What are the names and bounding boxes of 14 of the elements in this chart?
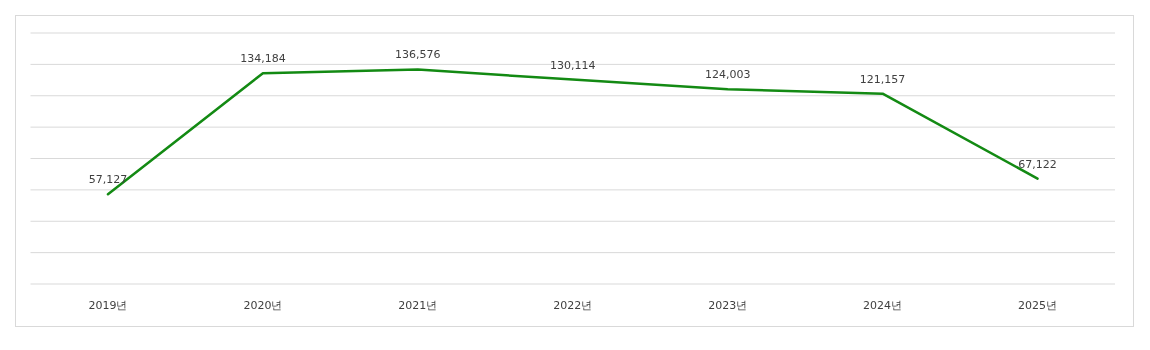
x-tick-label: 2022년 [553,299,593,312]
data-label: 57,127 [88,173,128,187]
x-tick-label: 2020년 [243,299,283,312]
data-label: 134,184 [240,52,286,66]
x-tick-label: 2023년 [708,299,748,312]
x-tick-label: 2021년 [398,299,438,312]
x-tick-label: 2025년 [1018,299,1058,312]
data-label: 124,003 [704,68,751,82]
x-tick-label: 2024년 [863,299,903,312]
x-tick-label: 2019년 [88,299,128,312]
data-label: 136,576 [395,48,441,62]
data-label: 130,114 [550,58,596,72]
data-label: 67,122 [1018,157,1057,171]
data-label: 121,157 [859,72,906,86]
